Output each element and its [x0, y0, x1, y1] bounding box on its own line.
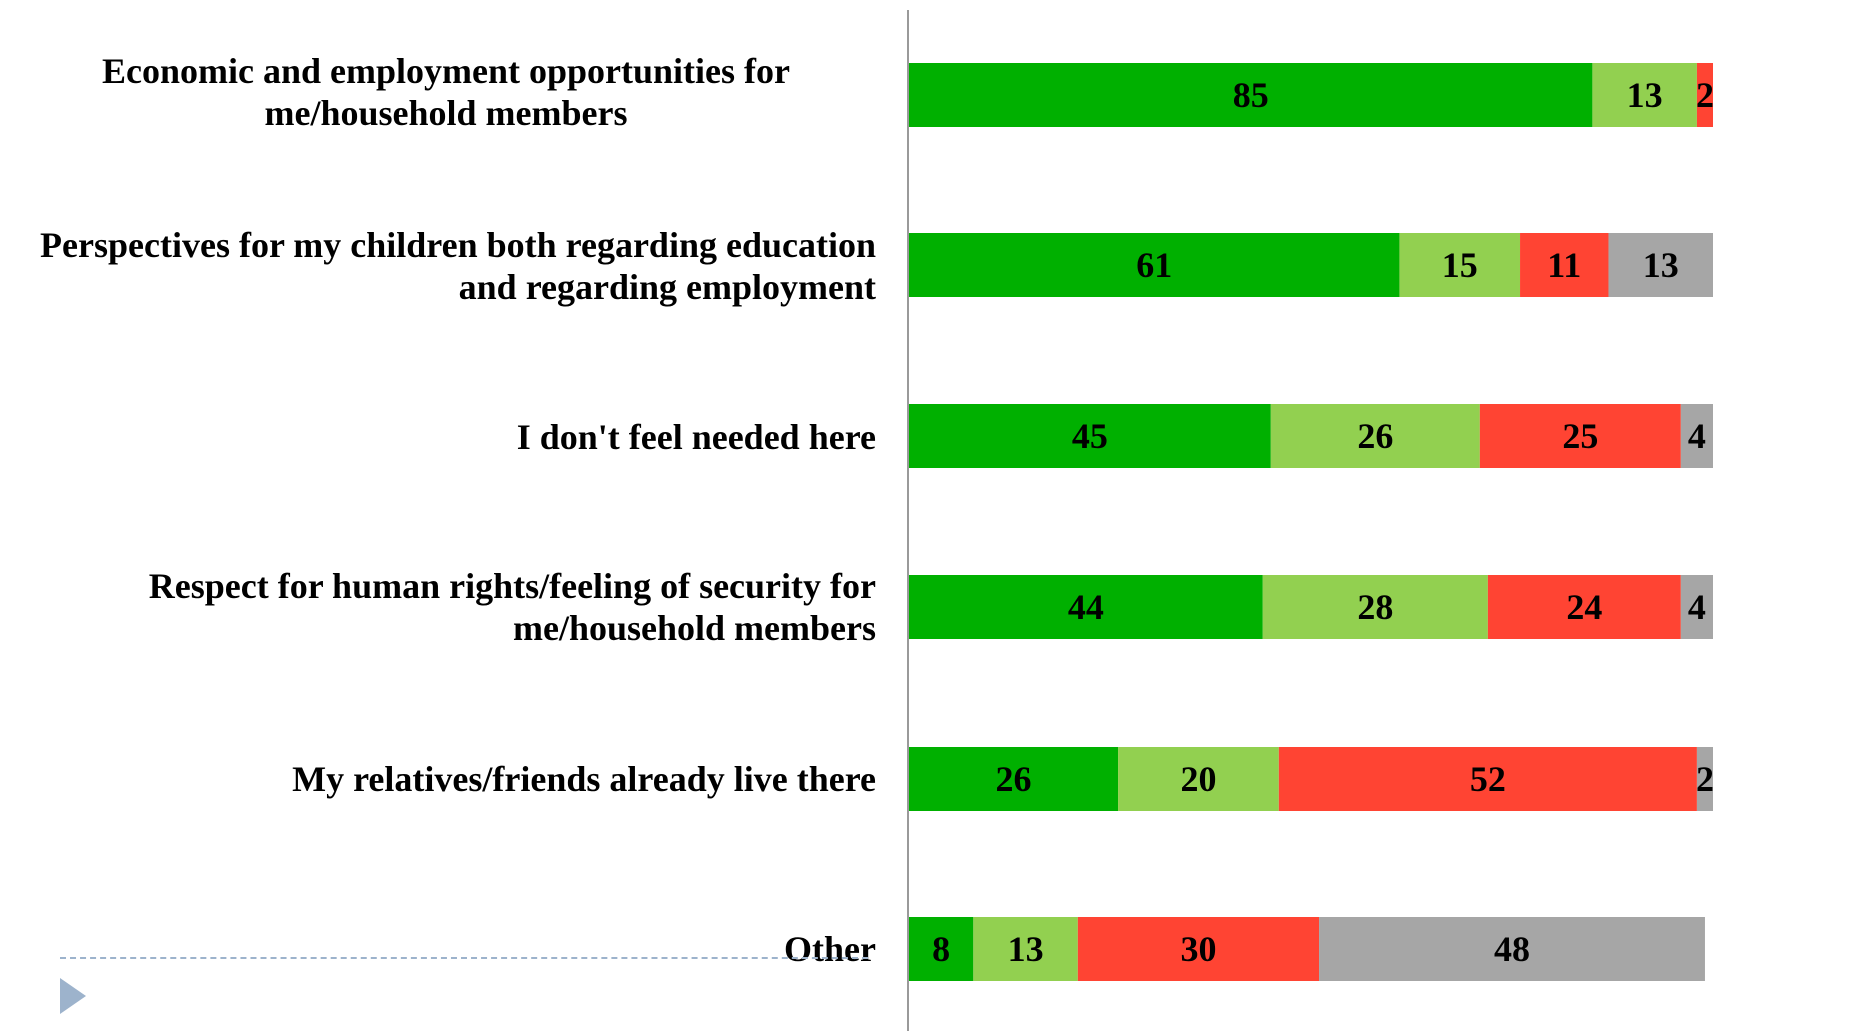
data-label-relatives-1: 26 [996, 759, 1032, 799]
bar-segment-perspectives-1 [909, 233, 1400, 297]
category-label-perspectives: Perspectives for my children both regard… [40, 225, 876, 307]
data-label-other-1: 8 [932, 929, 950, 969]
bar-segment-human-rights-1 [909, 575, 1263, 639]
bar-segment-economic-2 [1592, 63, 1697, 127]
category-label-other: Other [784, 929, 876, 969]
bar-segment-not-needed-1 [909, 404, 1271, 468]
data-label-not-needed-1: 45 [1072, 416, 1108, 456]
bar-segment-perspectives-3 [1520, 233, 1609, 297]
bar-segment-relatives-1 [909, 747, 1119, 811]
bar-segment-human-rights-4 [1680, 575, 1713, 639]
data-label-not-needed-4: 4 [1688, 416, 1706, 456]
bar-segment-not-needed-3 [1479, 404, 1681, 468]
bar-segment-other-3 [1077, 917, 1320, 981]
bar-segment-relatives-3 [1278, 747, 1697, 811]
data-label-perspectives-4: 13 [1643, 245, 1679, 285]
bar-segment-perspectives-2 [1399, 233, 1521, 297]
data-label-perspectives-2: 15 [1442, 245, 1478, 285]
bar-segment-relatives-2 [1118, 747, 1279, 811]
data-label-perspectives-1: 61 [1136, 245, 1172, 285]
category-label-relatives: My relatives/friends already live there [292, 759, 876, 799]
data-label-other-4: 48 [1494, 929, 1530, 969]
dashed-divider [60, 957, 868, 959]
data-label-human-rights-2: 28 [1357, 587, 1393, 627]
bar-segment-other-2 [973, 917, 1078, 981]
bar-segment-not-needed-4 [1680, 404, 1713, 468]
data-label-economic-1: 85 [1233, 75, 1269, 115]
bar-segment-economic-1 [909, 63, 1593, 127]
bar-segment-other-4 [1319, 917, 1705, 981]
bar-segment-human-rights-2 [1262, 575, 1488, 639]
data-label-human-rights-4: 4 [1688, 587, 1706, 627]
bar-segment-economic-3 [1696, 63, 1713, 127]
data-label-economic-3: 2 [1696, 75, 1714, 115]
category-label-economic: Economic and employment opportunities fo… [102, 51, 790, 133]
bar-segment-relatives-4 [1696, 747, 1713, 811]
bar-segment-not-needed-2 [1270, 404, 1480, 468]
data-label-not-needed-2: 26 [1357, 416, 1393, 456]
category-axis-line [907, 10, 909, 1031]
data-label-human-rights-3: 24 [1566, 587, 1602, 627]
bar-segment-other-1 [909, 917, 974, 981]
data-label-other-3: 30 [1180, 929, 1216, 969]
data-label-economic-2: 13 [1627, 75, 1663, 115]
data-label-other-2: 13 [1008, 929, 1044, 969]
data-label-relatives-3: 52 [1470, 759, 1506, 799]
data-label-relatives-2: 20 [1180, 759, 1216, 799]
play-triangle-icon [60, 978, 86, 1014]
data-label-not-needed-3: 25 [1562, 416, 1598, 456]
bar-segment-perspectives-4 [1608, 233, 1713, 297]
category-label-not-needed: I don't feel needed here [516, 417, 876, 457]
data-label-relatives-4: 2 [1696, 759, 1714, 799]
category-label-human-rights: Respect for human rights/feeling of secu… [148, 566, 876, 648]
data-label-human-rights-1: 44 [1068, 587, 1104, 627]
data-label-perspectives-3: 11 [1547, 245, 1581, 285]
bar-segment-human-rights-3 [1487, 575, 1681, 639]
